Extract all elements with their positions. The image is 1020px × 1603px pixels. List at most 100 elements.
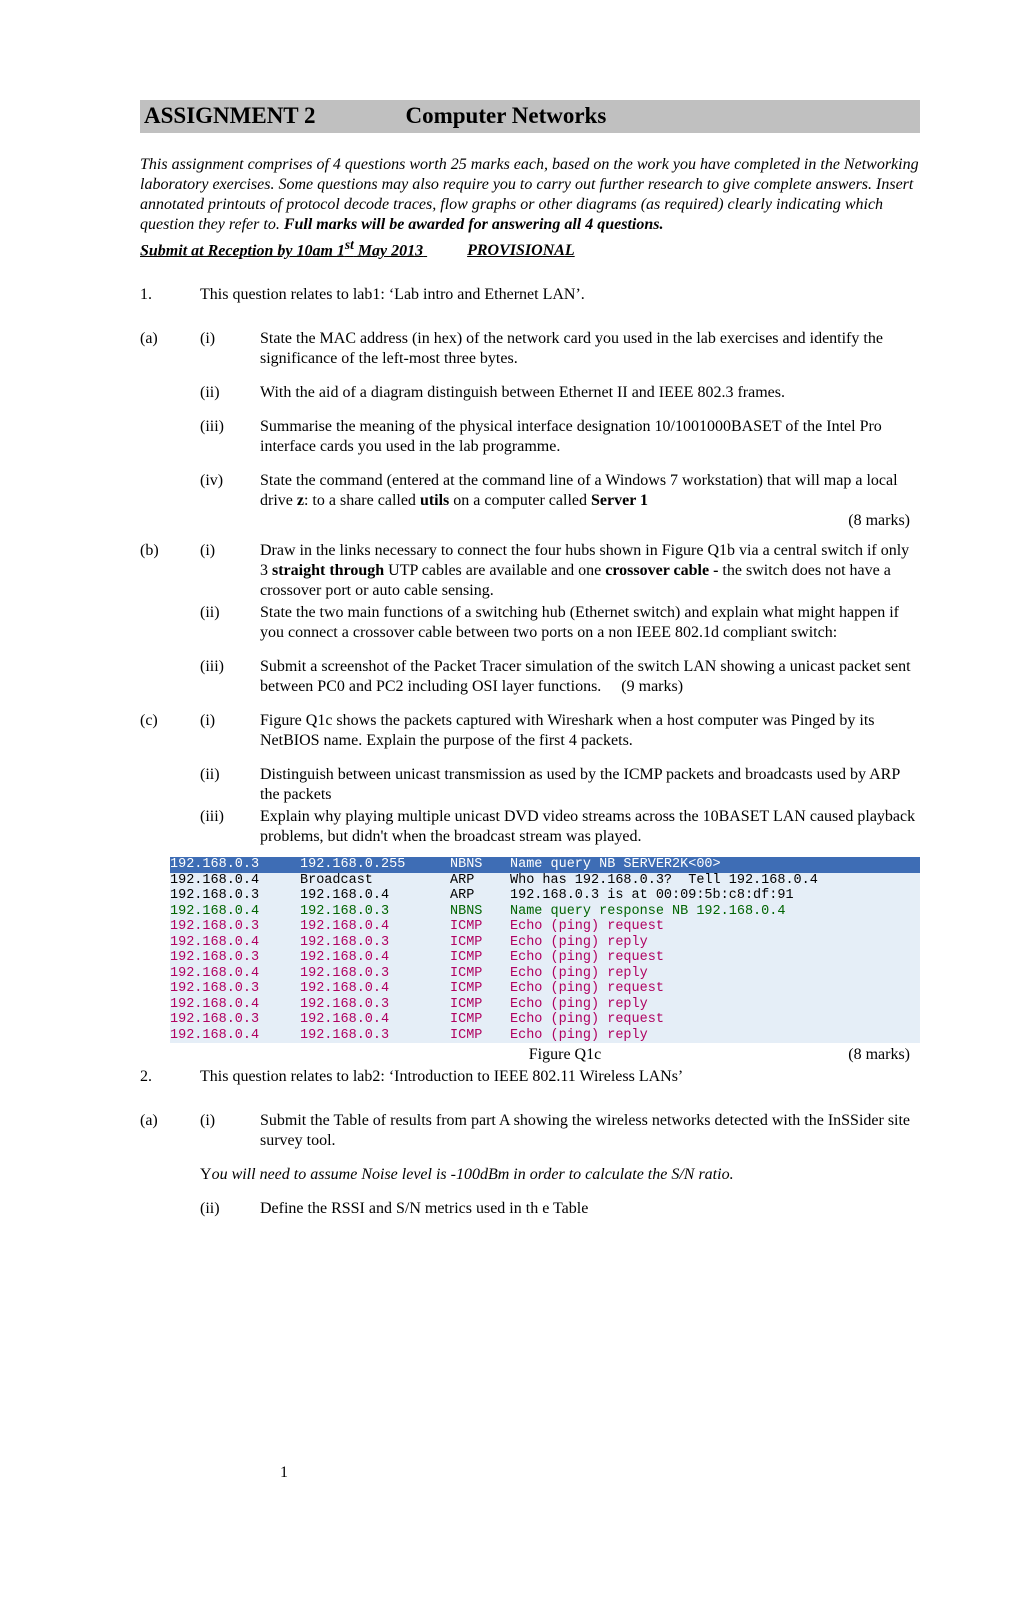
capture-row: 192.168.0.3192.168.0.4ICMPEcho (ping) re… [170,1012,920,1028]
q1b-i-text: Draw in the links necessary to connect t… [260,541,920,601]
capture-info: Echo (ping) request [510,1012,920,1028]
q1a-iv-b3: Server 1 [591,492,648,509]
capture-dst: 192.168.0.3 [300,904,450,920]
capture-src: 192.168.0.3 [170,950,300,966]
capture-proto: ICMP [450,1028,510,1044]
q2a-note: You will need to assume Noise level is -… [200,1165,920,1185]
capture-src: 192.168.0.4 [170,904,300,920]
capture-row: 192.168.0.4192.168.0.3NBNSName query res… [170,904,920,920]
page-number: 1 [280,1463,288,1483]
capture-info: Name query NB SERVER2K<00> [510,857,920,873]
capture-dst: 192.168.0.255 [300,857,450,873]
q1b-i-b2: crossover cable - [605,562,722,579]
capture-proto: ARP [450,873,510,889]
q1b-i-mid1: UTP cables are available and one [384,562,605,579]
q1c-marks: (8 marks) [800,1045,920,1065]
q1b-ii-row: (ii) State the two main functions of a s… [140,603,920,643]
q2-stem-row: 2. This question relates to lab2: ‘Intro… [140,1067,920,1087]
q1a-iv-mid1: : to a share called [304,492,420,509]
q1b-i-roman: (i) [200,541,260,601]
capture-row: 192.168.0.4BroadcastARPWho has 192.168.0… [170,873,920,889]
q1b-iii-roman: (iii) [200,657,260,697]
capture-row: 192.168.0.3192.168.0.4ARP192.168.0.3 is … [170,888,920,904]
q1b-iii-text: Submit a screenshot of the Packet Tracer… [260,657,920,697]
capture-info: Echo (ping) reply [510,1028,920,1044]
q2-number: 2. [140,1067,200,1087]
q1a-i-text: State the MAC address (in hex) of the ne… [260,329,920,369]
capture-info: Echo (ping) reply [510,935,920,951]
capture-proto: ICMP [450,950,510,966]
q1b-row: (b) (i) Draw in the links necessary to c… [140,541,920,601]
q1-number: 1. [140,285,200,305]
capture-src: 192.168.0.4 [170,1028,300,1044]
title-right: Computer Networks [405,102,606,131]
capture-dst: 192.168.0.4 [300,981,450,997]
capture-proto: ICMP [450,966,510,982]
q1b-iii-row: (iii) Submit a screenshot of the Packet … [140,657,920,697]
packet-capture: 192.168.0.3192.168.0.255NBNSName query N… [170,857,920,1043]
capture-src: 192.168.0.3 [170,919,300,935]
q2a-letter: (a) [140,1111,200,1151]
q1c-iii-text: Explain why playing multiple unicast DVD… [260,807,920,847]
q1c-iii-roman: (iii) [200,807,260,847]
intro-paragraph: This assignment comprises of 4 questions… [140,155,920,235]
capture-row: 192.168.0.4192.168.0.3ICMPEcho (ping) re… [170,966,920,982]
capture-dst: 192.168.0.3 [300,966,450,982]
q1a-iv-b1: z [297,492,304,509]
q1-stem-row: 1. This question relates to lab1: ‘Lab i… [140,285,920,305]
figure-label: Figure Q1c [170,1045,800,1065]
q1a-i-roman: (i) [200,329,260,369]
q1c-iii-row: (iii) Explain why playing multiple unica… [140,807,920,847]
q2a-row: (a) (i) Submit the Table of results from… [140,1111,920,1151]
capture-info: Echo (ping) reply [510,966,920,982]
capture-info: Echo (ping) reply [510,997,920,1013]
q1b-iii-body: Submit a screenshot of the Packet Tracer… [260,658,911,695]
q1a-iii-roman: (iii) [200,417,260,457]
q1a-letter: (a) [140,329,200,369]
q1a-iv-roman: (iv) [200,471,260,511]
capture-src: 192.168.0.3 [170,857,300,873]
capture-row: 192.168.0.4192.168.0.3ICMPEcho (ping) re… [170,997,920,1013]
q1c-i-text: Figure Q1c shows the packets captured wi… [260,711,920,751]
capture-src: 192.168.0.3 [170,888,300,904]
capture-row: 192.168.0.3192.168.0.255NBNSName query N… [170,857,920,873]
capture-info: Echo (ping) request [510,950,920,966]
q1b-marks: (9 marks) [621,678,683,695]
submit-tail: May 2013 [354,242,423,259]
capture-row: 192.168.0.3192.168.0.4ICMPEcho (ping) re… [170,919,920,935]
q1-stem: This question relates to lab1: ‘Lab intr… [200,285,920,305]
capture-info: 192.168.0.3 is at 00:09:5b:c8:df:91 [510,888,920,904]
q1c-row: (c) (i) Figure Q1c shows the packets cap… [140,711,920,751]
capture-src: 192.168.0.4 [170,935,300,951]
q2-stem: This question relates to lab2: ‘Introduc… [200,1067,920,1087]
q1a-ii-row: (ii) With the aid of a diagram distingui… [140,383,920,403]
q1a-iv-b2: utils [420,492,449,509]
capture-dst: Broadcast [300,873,450,889]
capture-proto: NBNS [450,904,510,920]
capture-row: 192.168.0.3192.168.0.4ICMPEcho (ping) re… [170,950,920,966]
capture-proto: ICMP [450,981,510,997]
capture-src: 192.168.0.4 [170,997,300,1013]
capture-dst: 192.168.0.4 [300,919,450,935]
submit-line: Submit at Reception by 10am 1st May 2013… [140,237,920,261]
capture-proto: ARP [450,888,510,904]
q1a-row: (a) (i) State the MAC address (in hex) o… [140,329,920,369]
submit-sup: st [345,237,354,252]
q1b-ii-roman: (ii) [200,603,260,643]
q2a-ii-row: (ii) Define the RSSI and S/N metrics use… [140,1199,920,1219]
capture-src: 192.168.0.3 [170,1012,300,1028]
q2a-i-text: Submit the Table of results from part A … [260,1111,920,1151]
assignment-title: ASSIGNMENT 2 Computer Networks [140,100,920,133]
capture-src: 192.168.0.4 [170,873,300,889]
capture-proto: ICMP [450,997,510,1013]
intro-bold: Full marks will be awarded for answering… [284,216,664,233]
q1a-ii-roman: (ii) [200,383,260,403]
figure-line: Figure Q1c (8 marks) [170,1045,920,1065]
capture-row: 192.168.0.4192.168.0.3ICMPEcho (ping) re… [170,935,920,951]
q1b-i-b1: straight through [272,562,384,579]
q2a-ii-text: Define the RSSI and S/N metrics used in … [260,1199,920,1219]
q2a-note-row: You will need to assume Noise level is -… [140,1165,920,1185]
title-left: ASSIGNMENT 2 [144,102,315,131]
capture-src: 192.168.0.3 [170,981,300,997]
q1a-iv-row: (iv) State the command (entered at the c… [140,471,920,511]
